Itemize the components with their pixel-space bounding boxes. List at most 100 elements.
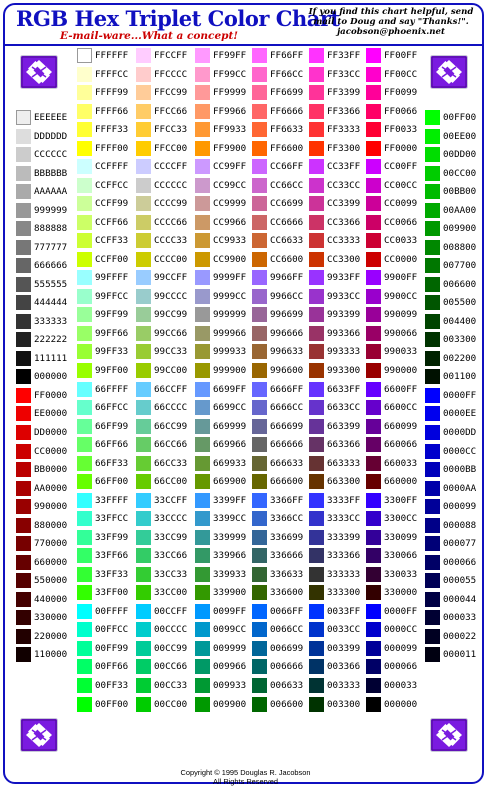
hex-label: 990033 (384, 346, 418, 357)
hex-label: 666666 (34, 260, 68, 271)
hex-label: 0066FF (270, 606, 304, 617)
hex-label: 006666 (270, 661, 304, 672)
color-swatch (425, 444, 440, 459)
color-swatch (16, 629, 31, 644)
header-divider (3, 44, 484, 46)
color-swatch (425, 499, 440, 514)
color-swatch (195, 363, 210, 378)
color-swatch (77, 493, 92, 508)
hex-label: FF99FF (213, 50, 247, 61)
color-swatch (195, 48, 210, 63)
color-swatch (309, 159, 324, 174)
hex-label: 009933 (213, 680, 247, 691)
hex-label: 99CCFF (154, 272, 188, 283)
hex-label: 336633 (270, 569, 304, 580)
hex-label: 000099 (384, 643, 418, 654)
color-swatch (195, 604, 210, 619)
hex-label: 006699 (270, 643, 304, 654)
hex-label: 9999CC (213, 291, 247, 302)
hex-label: 000055 (443, 575, 477, 586)
hex-label: 999999 (213, 309, 247, 320)
hex-label: 3333CC (327, 513, 361, 524)
color-swatch (77, 289, 92, 304)
color-swatch (16, 536, 31, 551)
hex-label: 666666 (270, 439, 304, 450)
purple-diamond-logo-icon (430, 55, 468, 89)
hex-label: 003300 (327, 699, 361, 710)
hex-label: 336699 (270, 532, 304, 543)
hex-label: 66CC00 (154, 476, 188, 487)
color-swatch (195, 585, 210, 600)
hex-label: 3399CC (213, 513, 247, 524)
color-swatch (16, 425, 31, 440)
color-swatch (195, 419, 210, 434)
hex-label: 00CC99 (154, 643, 188, 654)
hex-label: 000077 (443, 538, 477, 549)
hex-label: 00CC66 (154, 661, 188, 672)
color-swatch (366, 252, 381, 267)
color-swatch (309, 567, 324, 582)
color-swatch (136, 141, 151, 156)
hex-label: 99FF33 (95, 346, 129, 357)
hex-label: 777777 (34, 242, 68, 253)
color-swatch (16, 129, 31, 144)
hex-label: 66CC66 (154, 439, 188, 450)
hex-label: 002200 (443, 353, 477, 364)
color-swatch (366, 307, 381, 322)
color-swatch (252, 456, 267, 471)
color-swatch (366, 678, 381, 693)
color-swatch (252, 215, 267, 230)
color-swatch (252, 622, 267, 637)
hex-label: 9966CC (270, 291, 304, 302)
hex-label: 663366 (327, 439, 361, 450)
hex-label: 669999 (213, 421, 247, 432)
hex-label: 666633 (270, 458, 304, 469)
thanks-note-line: mail to Doug and say "Thanks!". (313, 17, 469, 27)
color-swatch (309, 48, 324, 63)
hex-label: CC9900 (213, 254, 247, 265)
hex-label: 444444 (34, 297, 68, 308)
color-swatch (252, 697, 267, 712)
color-swatch (136, 622, 151, 637)
color-swatch (366, 697, 381, 712)
color-swatch (366, 159, 381, 174)
hex-label: CCFF99 (95, 198, 129, 209)
color-swatch (252, 326, 267, 341)
hex-label: CC33FF (327, 161, 361, 172)
hex-label: 33FF33 (95, 569, 129, 580)
hex-label: 330000 (34, 612, 68, 623)
color-swatch (366, 233, 381, 248)
hex-label: FFCC00 (154, 143, 188, 154)
color-swatch (77, 456, 92, 471)
color-swatch (366, 178, 381, 193)
hex-label: CC00FF (384, 161, 418, 172)
color-swatch (425, 536, 440, 551)
color-swatch (309, 178, 324, 193)
color-swatch (366, 437, 381, 452)
hex-label: 0000FF (384, 606, 418, 617)
hex-label: 3333FF (327, 495, 361, 506)
hex-label: FF0033 (384, 124, 418, 135)
hex-label: FF33CC (327, 69, 361, 80)
color-swatch (425, 629, 440, 644)
color-swatch (309, 252, 324, 267)
color-swatch (77, 159, 92, 174)
color-swatch (425, 610, 440, 625)
color-swatch (252, 678, 267, 693)
color-swatch (136, 85, 151, 100)
hex-label: 330000 (384, 587, 418, 598)
color-swatch (309, 604, 324, 619)
color-swatch (252, 363, 267, 378)
color-swatch (252, 252, 267, 267)
hex-label: 333300 (327, 587, 361, 598)
color-swatch (77, 270, 92, 285)
hex-label: 00EE00 (443, 131, 477, 142)
color-swatch (195, 252, 210, 267)
hex-label: 66FFCC (95, 402, 129, 413)
color-swatch (16, 110, 31, 125)
color-swatch (136, 641, 151, 656)
color-swatch (252, 67, 267, 82)
color-swatch (16, 295, 31, 310)
color-swatch (366, 48, 381, 63)
hex-label: 003366 (327, 661, 361, 672)
